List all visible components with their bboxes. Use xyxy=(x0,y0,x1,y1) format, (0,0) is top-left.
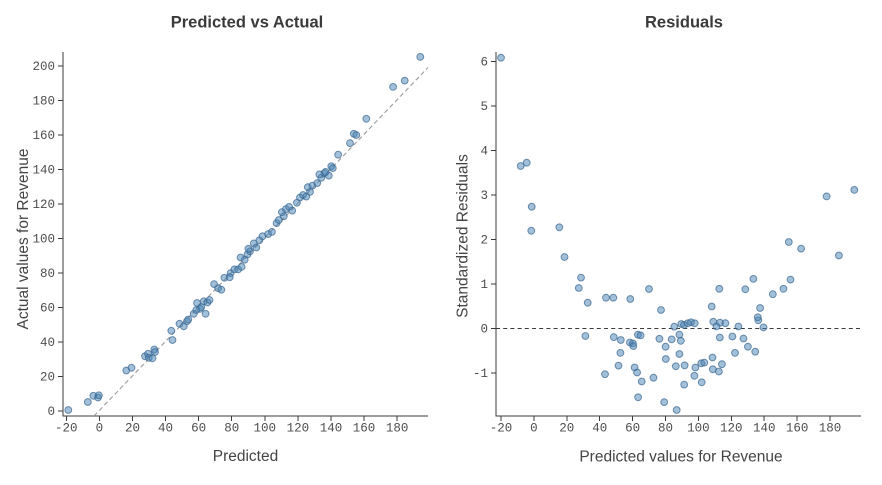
svg-text:Predicted vs Actual: Predicted vs Actual xyxy=(171,13,324,31)
svg-text:200: 200 xyxy=(32,60,55,74)
svg-text:20: 20 xyxy=(559,422,574,436)
svg-text:-20: -20 xyxy=(55,422,78,436)
svg-text:100: 100 xyxy=(687,422,710,436)
svg-text:Predicted: Predicted xyxy=(213,448,278,465)
svg-text:0: 0 xyxy=(96,422,104,436)
svg-text:100: 100 xyxy=(32,233,55,247)
svg-text:40: 40 xyxy=(158,422,173,436)
svg-text:80: 80 xyxy=(658,422,673,436)
svg-text:120: 120 xyxy=(720,422,743,436)
svg-text:2: 2 xyxy=(480,234,488,248)
svg-text:5: 5 xyxy=(480,100,488,114)
svg-text:4: 4 xyxy=(480,145,488,159)
svg-text:0: 0 xyxy=(480,323,488,337)
svg-text:80: 80 xyxy=(224,422,239,436)
svg-text:40: 40 xyxy=(592,422,607,436)
svg-text:0: 0 xyxy=(47,405,55,419)
svg-text:1: 1 xyxy=(480,278,488,292)
svg-text:20: 20 xyxy=(40,371,55,385)
svg-text:-20: -20 xyxy=(490,422,513,436)
svg-text:120: 120 xyxy=(287,422,310,436)
svg-text:Residuals: Residuals xyxy=(645,13,723,31)
svg-text:160: 160 xyxy=(32,129,55,143)
svg-text:80: 80 xyxy=(40,267,55,281)
svg-text:180: 180 xyxy=(386,422,409,436)
svg-text:6: 6 xyxy=(480,56,488,70)
svg-text:40: 40 xyxy=(40,336,55,350)
svg-text:60: 60 xyxy=(191,422,206,436)
svg-text:60: 60 xyxy=(40,302,55,316)
svg-text:160: 160 xyxy=(353,422,376,436)
svg-text:140: 140 xyxy=(320,422,343,436)
svg-text:Actual values for Revenue: Actual values for Revenue xyxy=(15,149,32,330)
svg-text:120: 120 xyxy=(32,198,55,212)
svg-text:60: 60 xyxy=(625,422,640,436)
svg-text:140: 140 xyxy=(32,164,55,178)
svg-text:-1: -1 xyxy=(473,367,488,381)
svg-text:Predicted values for Revenue: Predicted values for Revenue xyxy=(579,449,782,466)
svg-text:180: 180 xyxy=(819,422,842,436)
svg-text:20: 20 xyxy=(125,422,140,436)
svg-text:140: 140 xyxy=(753,422,776,436)
svg-text:160: 160 xyxy=(786,422,809,436)
svg-text:180: 180 xyxy=(32,95,55,109)
svg-text:3: 3 xyxy=(480,189,488,203)
svg-text:Standardized Residuals: Standardized Residuals xyxy=(455,154,472,318)
svg-text:0: 0 xyxy=(530,422,538,436)
svg-text:100: 100 xyxy=(254,422,277,436)
